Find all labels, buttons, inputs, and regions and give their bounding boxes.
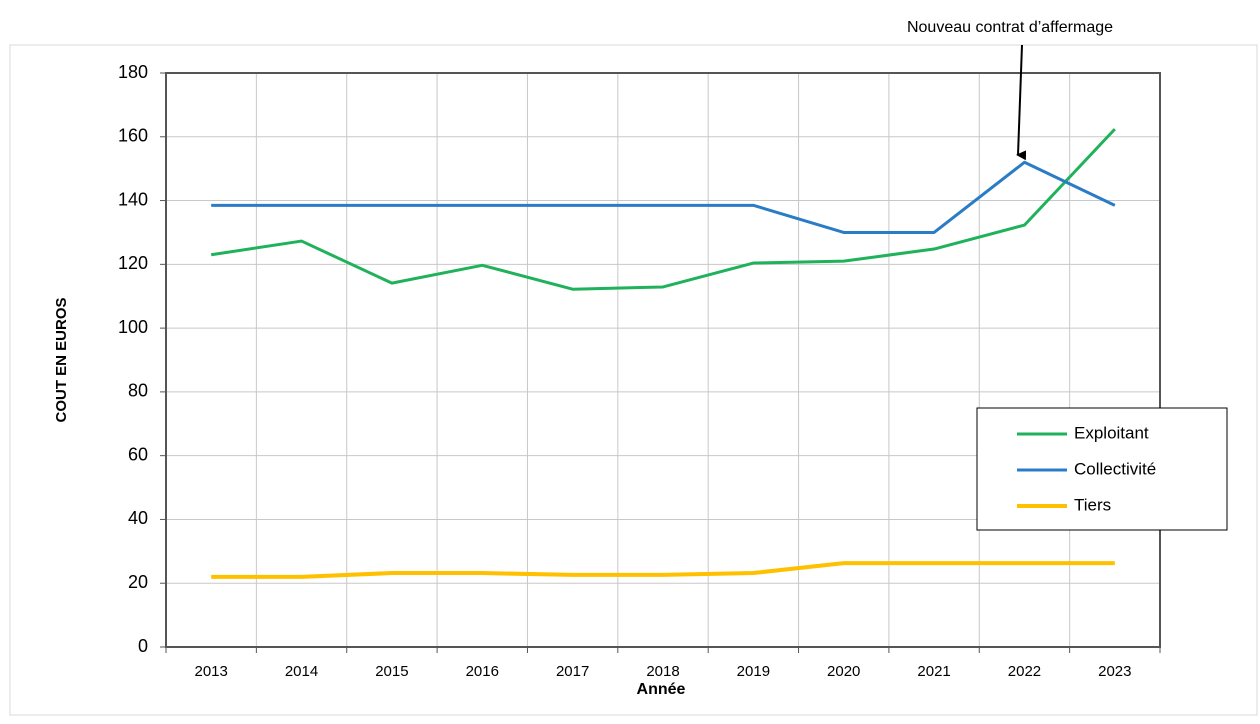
x-tick-label: 2018 — [646, 663, 679, 680]
line-series — [211, 160, 1116, 234]
x-tick-label: 2023 — [1098, 663, 1131, 680]
x-tick-label: 2013 — [194, 663, 227, 680]
y-tick-label: 100 — [118, 317, 148, 337]
annotation: Nouveau contrat d’affermage — [907, 19, 1113, 36]
legend-label: Collectivité — [1074, 459, 1156, 478]
line-series — [211, 561, 1115, 579]
y-tick-label: 140 — [118, 189, 148, 209]
annotation-arrow — [1016, 44, 1027, 161]
chart-frame — [9, 44, 1258, 716]
x-tick-label: 2017 — [556, 663, 589, 680]
x-tick-label: 2014 — [285, 663, 318, 680]
y-tick-label: 120 — [118, 253, 148, 273]
y-tick-label: 80 — [128, 381, 148, 401]
legend-label: Tiers — [1074, 495, 1111, 514]
x-tick-label: 2015 — [375, 663, 408, 680]
plot-area — [165, 72, 1161, 648]
y-tick-label: 160 — [118, 126, 148, 146]
x-tick-label: 2020 — [827, 663, 860, 680]
x-axis-label: Année — [637, 681, 686, 698]
y-tick-label: 20 — [128, 572, 148, 592]
x-tick-label: 2019 — [737, 663, 770, 680]
x-tick-label: 2022 — [1008, 663, 1041, 680]
legend-label: Exploitant — [1074, 423, 1149, 442]
y-tick-label: 40 — [128, 508, 148, 528]
line-series — [210, 128, 1116, 291]
y-tick-label: 0 — [138, 636, 148, 656]
x-tick-label: 2016 — [466, 663, 499, 680]
x-tick-label: 2021 — [917, 663, 950, 680]
y-axis-label: COUT EN EUROS — [53, 297, 70, 422]
y-tick-label: 180 — [118, 62, 148, 82]
y-tick-label: 60 — [128, 444, 148, 464]
